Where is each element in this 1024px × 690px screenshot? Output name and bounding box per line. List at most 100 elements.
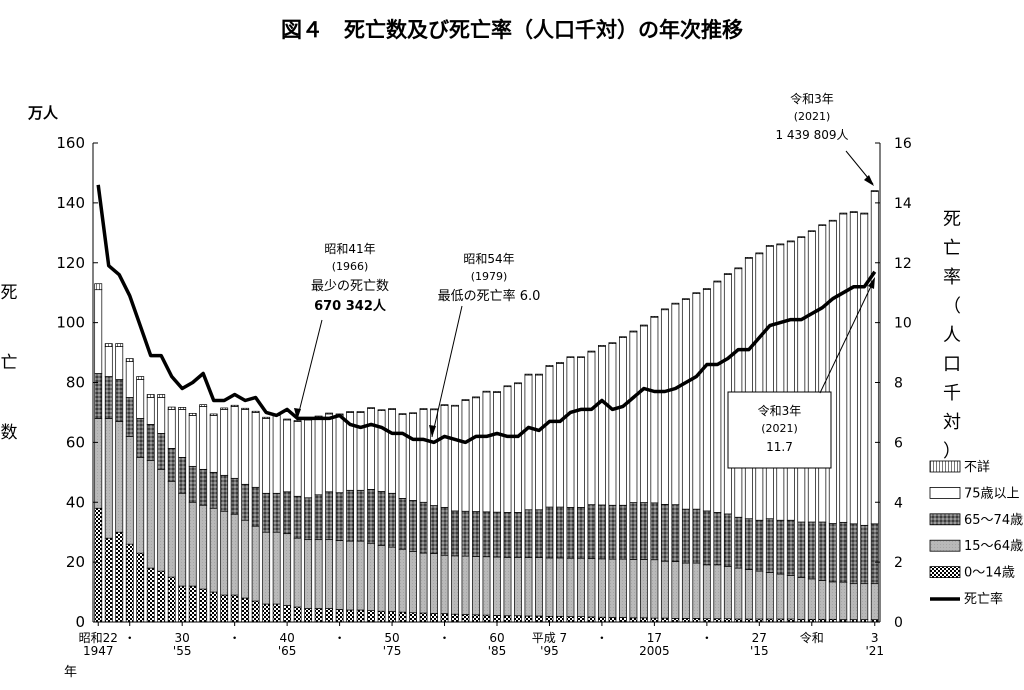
- bar-2011-series-2: [765, 518, 774, 573]
- bar-2004-series-0: [692, 618, 701, 623]
- bar-2016-series-2: [818, 521, 827, 581]
- bar-2011-series-1: [765, 572, 774, 620]
- bar-1989-series-3: [535, 374, 543, 511]
- bar-1948-series-3: [104, 346, 113, 377]
- bar-1949-series-4: [115, 343, 124, 347]
- bar-1953-series-0: [157, 570, 166, 623]
- bar-1973-series-1: [367, 542, 376, 611]
- right-tick-label-1: 2: [894, 555, 903, 571]
- bar-1962-series-3: [251, 412, 260, 488]
- bar-2001-series-0: [660, 617, 669, 623]
- bar-1987-series-4: [514, 382, 522, 385]
- bar-2018-series-2: [839, 521, 848, 583]
- bar-1949-series-2: [115, 379, 124, 422]
- bar-2005-series-4: [702, 288, 711, 290]
- annotation-2021-rate-line3: 11.7: [766, 440, 793, 454]
- x-tick-label-top-5: ・: [334, 631, 346, 645]
- bar-1951-series-2: [136, 418, 145, 458]
- bar-1974-series-4: [377, 409, 386, 411]
- bar-1965-series-3: [283, 419, 292, 493]
- bar-1998-series-1: [629, 559, 638, 619]
- right-tick-label-8: 16: [894, 136, 912, 152]
- bar-1949-series-3: [115, 346, 124, 380]
- bar-1988-series-1: [524, 557, 533, 617]
- bar-1970-series-3: [335, 414, 344, 494]
- bar-2008-series-2: [734, 516, 743, 569]
- bar-1999-series-4: [639, 324, 648, 327]
- x-tick-label-bottom-4: '65: [278, 644, 297, 658]
- bar-1957-series-3: [199, 406, 208, 470]
- bar-1996-series-3: [608, 343, 617, 506]
- right-axis-label-char: 口: [943, 354, 961, 375]
- right-tick-label-7: 14: [894, 196, 912, 212]
- bar-1985-series-2: [493, 511, 501, 558]
- bar-1973-series-0: [367, 610, 376, 623]
- bar-1978-series-3: [419, 409, 428, 503]
- bar-2021-series-3: [870, 191, 879, 525]
- arrow-2021-rate-head: [868, 277, 875, 289]
- bar-1963-series-2: [262, 492, 271, 533]
- left-tick-label-0: 0: [75, 613, 85, 631]
- bar-2000-series-2: [650, 502, 659, 561]
- left-tick-label-6: 120: [56, 254, 85, 272]
- bar-1999-series-1: [639, 559, 648, 619]
- bar-1975-series-4: [388, 408, 396, 410]
- bar-1960-series-2: [230, 477, 239, 515]
- bar-1976-series-3: [398, 414, 407, 499]
- bar-1980-series-2: [440, 506, 449, 556]
- right-axis-label-char: 亡: [943, 238, 961, 259]
- x-tick-label-top-7: ・: [439, 631, 451, 645]
- x-tick-label-bottom-8: '85: [488, 644, 507, 658]
- bar-1984-series-3: [482, 391, 491, 513]
- bar-1966-series-0: [293, 606, 302, 623]
- bar-1992-series-3: [566, 357, 575, 508]
- bar-2021-series-2: [870, 523, 879, 585]
- right-axis-label-char: ）: [943, 441, 961, 462]
- bar-1960-series-3: [230, 406, 239, 479]
- bar-1969-series-4: [325, 412, 334, 415]
- bar-2004-series-3: [692, 293, 701, 510]
- x-tick-label-top-15: 3: [871, 631, 879, 645]
- bar-1967-series-3: [304, 419, 313, 499]
- bar-1995-series-0: [598, 616, 606, 623]
- bar-1949-series-0: [115, 531, 124, 623]
- bar-2020-series-4: [860, 212, 869, 215]
- bar-1998-series-0: [629, 617, 638, 623]
- bar-1999-series-2: [639, 502, 648, 560]
- annotation-box-2021-rate: [727, 391, 832, 469]
- bar-1975-series-3: [388, 409, 396, 494]
- bar-1969-series-0: [325, 608, 334, 623]
- bar-1985-series-4: [493, 391, 501, 393]
- bar-1974-series-0: [377, 610, 386, 623]
- bar-1990-series-0: [545, 615, 554, 623]
- bar-1948-series-1: [104, 418, 113, 539]
- bar-1992-series-4: [566, 356, 575, 358]
- bar-2005-series-3: [702, 289, 711, 512]
- bar-2002-series-0: [671, 618, 680, 623]
- bar-1972-series-0: [356, 609, 365, 623]
- left-tick-label-4: 80: [66, 374, 85, 392]
- bar-1958-series-0: [209, 591, 218, 623]
- annotation-1979: 昭和54年 (1979) 最低の死亡率 6.0: [424, 250, 554, 308]
- bar-2003-series-0: [681, 618, 690, 623]
- bar-1983-series-4: [472, 396, 480, 399]
- bar-1963-series-3: [262, 418, 271, 494]
- bar-1947-series-0: [94, 507, 103, 623]
- bar-1997-series-4: [618, 336, 627, 338]
- bar-2003-series-3: [681, 299, 690, 510]
- bar-1986-series-2: [503, 512, 512, 558]
- bar-1997-series-0: [618, 617, 627, 623]
- bar-2010-series-3: [755, 253, 764, 521]
- right-axis-label-char: 率: [943, 267, 961, 288]
- bar-2012-series-3: [776, 244, 785, 521]
- legend-label-4: 0～14歳: [964, 566, 1015, 581]
- bar-1988-series-3: [524, 374, 533, 511]
- bar-1961-series-2: [241, 483, 250, 521]
- bar-1954-series-0: [167, 576, 176, 623]
- left-tick-label-7: 140: [56, 194, 85, 212]
- bar-2007-series-2: [723, 513, 732, 567]
- bar-1969-series-2: [325, 491, 334, 541]
- bar-1991-series-0: [556, 615, 564, 623]
- bar-2015-series-2: [807, 521, 816, 580]
